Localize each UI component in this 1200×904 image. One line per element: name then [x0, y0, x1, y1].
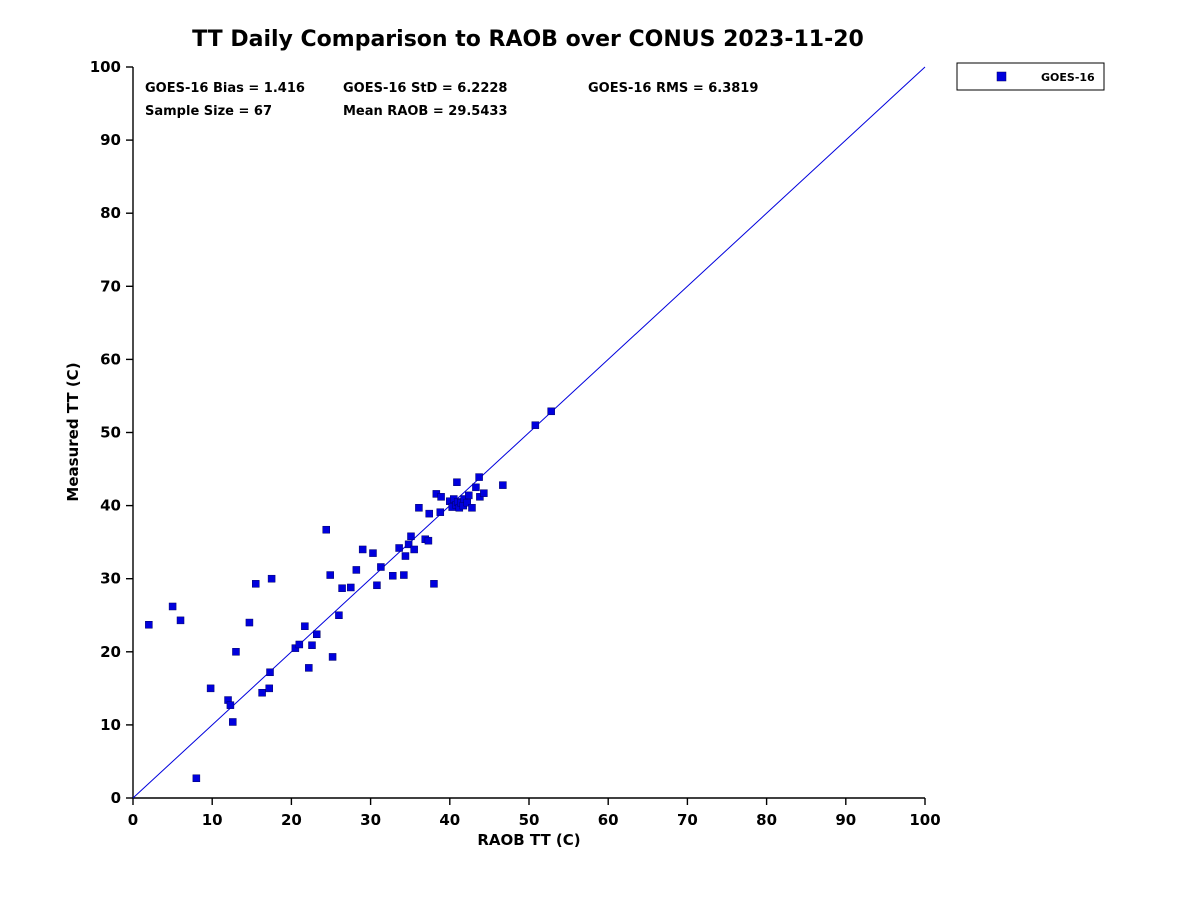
stat-bias: GOES-16 Bias = 1.416 — [145, 81, 305, 96]
x-tick-label: 40 — [439, 811, 460, 829]
scatter-point — [265, 684, 273, 693]
scatter-point — [415, 504, 423, 512]
scatter-point — [437, 493, 445, 501]
x-tick-label: 90 — [835, 811, 856, 829]
y-tick-label: 40 — [100, 497, 121, 515]
scatter-point — [229, 718, 237, 726]
scatter-point — [305, 664, 313, 672]
y-axis-label: Measured TT (C) — [64, 362, 82, 501]
x-tick-label: 80 — [756, 811, 777, 829]
y-ticks: 0 10 20 30 40 50 60 70 80 90 100 — [90, 58, 133, 807]
scatter-point — [401, 552, 410, 560]
scatter-point — [176, 616, 185, 625]
x-tick-label: 100 — [909, 811, 940, 829]
scatter-point — [258, 688, 266, 697]
scatter-point — [389, 572, 397, 580]
one-to-one-line — [132, 66, 926, 799]
stat-mean-raob: Mean RAOB = 29.5433 — [343, 104, 508, 119]
scatter-points — [145, 407, 555, 783]
chart-title: TT Daily Comparison to RAOB over CONUS 2… — [192, 27, 864, 52]
y-tick-label: 10 — [100, 716, 121, 734]
y-tick-label: 0 — [111, 789, 121, 807]
x-tick-label: 20 — [281, 811, 302, 829]
scatter-point — [531, 421, 540, 429]
scatter-point — [206, 684, 215, 693]
scatter-point — [352, 566, 361, 574]
x-ticks: 0 10 20 30 40 50 60 70 80 90 100 — [128, 798, 941, 829]
y-tick-label: 100 — [90, 58, 121, 76]
scatter-point — [267, 574, 276, 583]
x-tick-label: 70 — [677, 811, 698, 829]
scatter-point — [338, 584, 346, 592]
scatter-point — [266, 668, 274, 677]
legend: GOES-16 — [956, 62, 1105, 91]
y-tick-label: 20 — [100, 643, 121, 661]
y-tick-label: 70 — [100, 277, 121, 295]
scatter-point — [475, 473, 483, 481]
stat-rms: GOES-16 RMS = 6.3819 — [588, 81, 758, 96]
scatter-point — [465, 491, 473, 500]
scatter-point — [245, 618, 254, 627]
legend-box — [956, 62, 1105, 91]
legend-label: GOES-16 — [1041, 71, 1095, 84]
scatter-point — [436, 508, 445, 516]
scatter-point — [480, 489, 488, 497]
scatter-point — [358, 545, 367, 554]
scatter-point — [145, 621, 153, 629]
scatter-point — [252, 580, 260, 588]
y-tick-label: 30 — [100, 570, 121, 588]
x-tick-label: 10 — [202, 811, 223, 829]
scatter-point — [295, 640, 304, 649]
scatter-point — [369, 549, 377, 557]
scatter-point — [424, 536, 433, 545]
scatter-point — [322, 525, 330, 534]
scatter-point — [407, 532, 415, 541]
stat-std: GOES-16 StD = 6.2228 — [343, 81, 507, 96]
y-tick-label: 60 — [100, 350, 121, 368]
x-axis-label: RAOB TT (C) — [477, 831, 580, 849]
scatter-point — [328, 653, 337, 661]
scatter-point — [425, 509, 433, 518]
scatter-point — [547, 407, 555, 416]
scatter-point — [335, 611, 343, 619]
scatter-point — [373, 581, 381, 590]
scatter-point — [410, 545, 418, 554]
scatter-point — [395, 544, 403, 552]
scatter-point — [192, 774, 201, 783]
scatter-point — [312, 630, 321, 639]
scatter-point — [168, 602, 177, 611]
legend-marker-icon — [996, 71, 1007, 82]
scatter-point — [308, 641, 316, 649]
scatter-point — [472, 483, 480, 492]
scatter-point — [404, 540, 413, 549]
y-tick-label: 90 — [100, 131, 121, 149]
identity-line — [132, 66, 926, 799]
scatter-point — [463, 498, 471, 507]
scatter-point — [468, 504, 476, 512]
scatter-point — [232, 648, 240, 656]
scatter-point — [499, 481, 507, 489]
scatter-point — [301, 622, 309, 630]
scatter-point — [430, 580, 438, 588]
scatter-point — [400, 571, 408, 579]
scatter-point — [347, 583, 355, 592]
stat-sample-size: Sample Size = 67 — [145, 104, 272, 119]
x-tick-label: 30 — [360, 811, 381, 829]
x-tick-label: 0 — [128, 811, 138, 829]
y-tick-label: 50 — [100, 424, 121, 442]
x-tick-label: 60 — [598, 811, 619, 829]
scatter-point — [453, 478, 461, 486]
scatter-point — [377, 563, 385, 571]
scatter-point — [326, 571, 334, 579]
y-tick-label: 80 — [100, 204, 121, 222]
scatter-point — [226, 701, 235, 709]
x-tick-label: 50 — [519, 811, 540, 829]
